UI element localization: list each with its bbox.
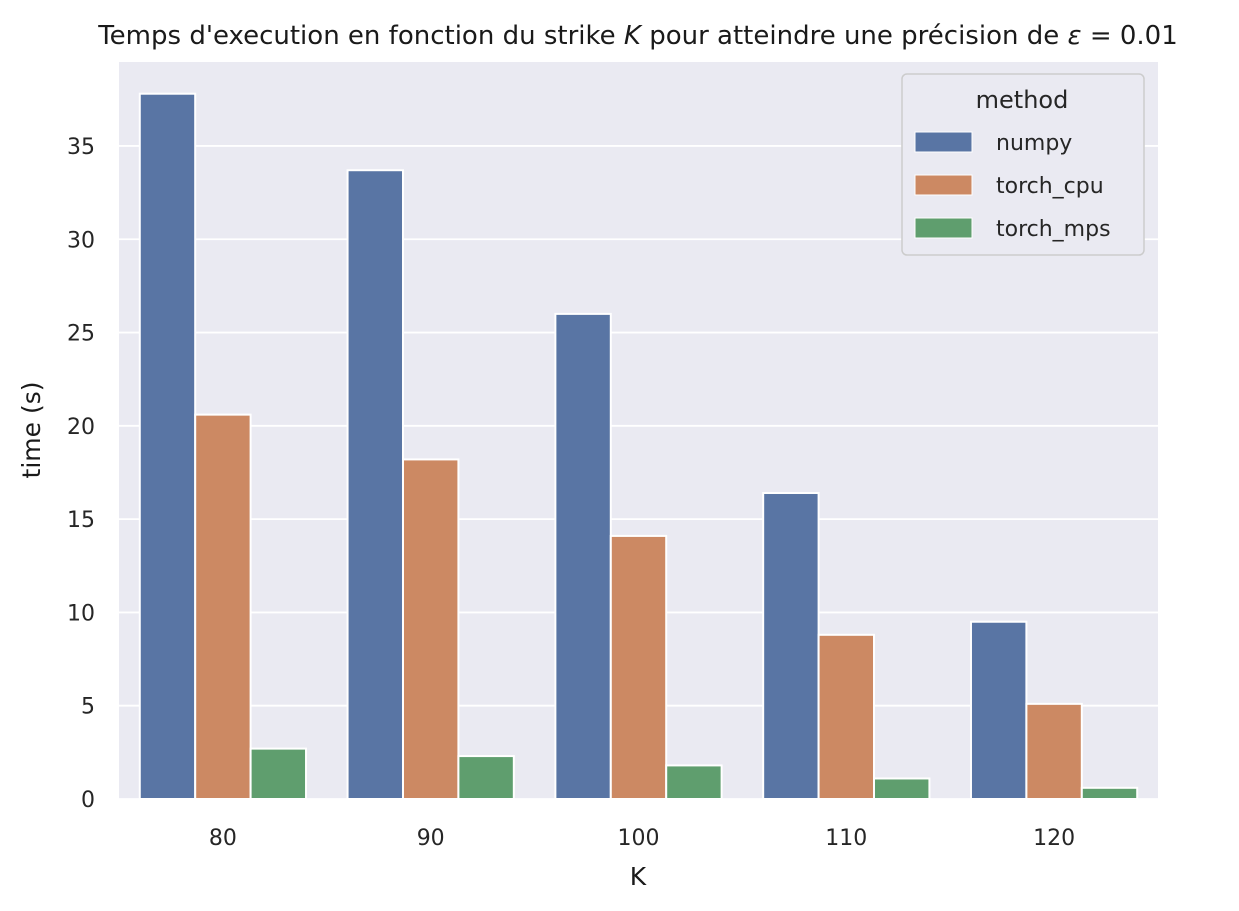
legend-label-numpy: numpy — [996, 131, 1072, 156]
y-tick-label: 25 — [67, 322, 95, 347]
y-tick-label: 20 — [67, 415, 95, 440]
y-tick-label: 5 — [81, 695, 95, 720]
bar-torch_mps-110 — [873, 777, 931, 801]
bar-torch_cpu-110 — [817, 633, 876, 801]
x-tick-label: 90 — [417, 826, 445, 851]
legend-frame — [901, 73, 1145, 256]
x-tick-label: 80 — [209, 826, 237, 851]
legend-title: method — [976, 86, 1069, 114]
y-tick-label: 15 — [67, 508, 95, 533]
chart-title: Temps d'execution en fonction du strike … — [97, 21, 1178, 51]
legend-swatch-torch_cpu — [914, 174, 973, 196]
x-tick-labels: 80 90 100 110 120 — [209, 826, 1075, 851]
legend-label-torch_cpu: torch_cpu — [996, 174, 1104, 199]
legend-swatch-numpy — [914, 131, 973, 153]
y-tick-labels: 0 5 10 15 20 25 30 35 — [67, 135, 95, 813]
bar-numpy-120 — [969, 620, 1028, 800]
legend: method numpy torch_cpu torch_mps — [901, 73, 1145, 256]
bar-torch_cpu-90 — [401, 458, 460, 800]
title-prefix: Temps d'execution en fonction du strike — [97, 21, 624, 51]
bar-torch_cpu-120 — [1025, 702, 1083, 800]
bar-numpy-90 — [346, 169, 404, 801]
y-tick-label: 30 — [67, 228, 95, 253]
x-tick-label: 100 — [618, 826, 660, 851]
x-axis-label: K — [630, 862, 647, 891]
bar-numpy-110 — [762, 492, 820, 800]
bar-torch_mps-90 — [457, 755, 515, 800]
title-epsilon: ε — [1068, 21, 1082, 51]
title-variable: K — [624, 21, 643, 51]
bar-numpy-100 — [554, 312, 612, 800]
x-tick-label: 110 — [825, 826, 867, 851]
bar-torch_mps-120 — [1080, 786, 1139, 800]
y-tick-label: 0 — [81, 788, 95, 813]
bars — [138, 92, 1139, 801]
legend-label-torch_mps: torch_mps — [996, 217, 1111, 242]
bar-torch_cpu-80 — [194, 413, 252, 800]
y-tick-label: 10 — [67, 601, 95, 626]
bar-torch_mps-80 — [249, 747, 308, 801]
title-suffix: = 0.01 — [1082, 21, 1178, 51]
bar-torch_mps-100 — [665, 764, 723, 800]
y-tick-label: 35 — [67, 135, 95, 160]
bar-torch_cpu-100 — [609, 534, 668, 801]
y-axis-label: time (s) — [17, 382, 46, 479]
title-middle: pour atteindre une précision de — [641, 21, 1068, 51]
legend-swatch-torch_mps — [914, 217, 973, 239]
x-tick-label: 120 — [1033, 826, 1075, 851]
bar-numpy-80 — [138, 92, 197, 800]
